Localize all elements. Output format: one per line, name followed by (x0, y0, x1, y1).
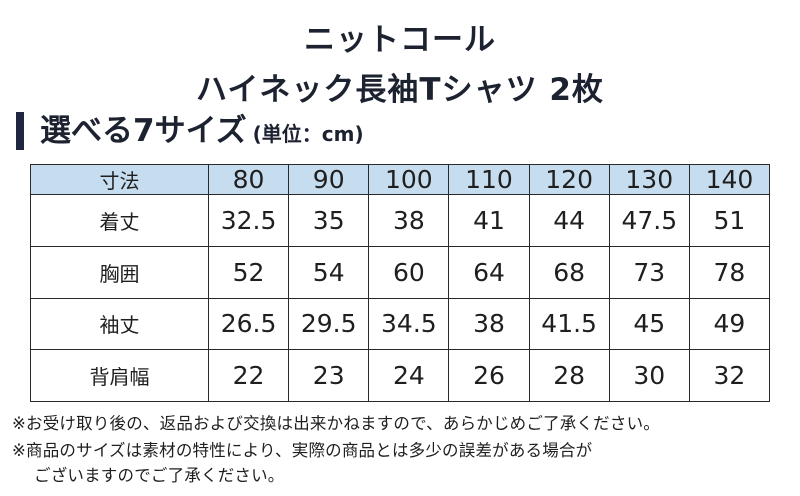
table-cell: 34.5 (368, 297, 450, 351)
table-cell: 45 (608, 297, 690, 351)
section-marker-bar (16, 112, 24, 150)
row-label: 胸囲 (30, 245, 209, 299)
table-cell: 54 (288, 245, 370, 299)
table-cell: 47.5 (608, 194, 690, 247)
table-cell: 78 (688, 245, 771, 299)
size-column-header: 110 (448, 164, 530, 195)
row-label: 着丈 (30, 194, 209, 247)
table-cell: 38 (368, 194, 450, 247)
size-column-header: 130 (608, 164, 690, 195)
size-column-header: 120 (528, 164, 610, 195)
table-row: 着丈 32.5 35 38 41 44 47.5 51 (30, 194, 771, 247)
size-table: 寸法 80 90 100 110 120 130 140 着丈 32.5 35 … (30, 164, 771, 402)
size-column-header: 80 (207, 164, 290, 195)
table-cell: 41.5 (528, 297, 610, 351)
table-cell: 73 (608, 245, 690, 299)
section-heading: 選べる7サイズ (単位：cm) (40, 110, 364, 152)
table-cell: 24 (368, 349, 450, 402)
table-cell: 44 (528, 194, 610, 247)
row-label: 背肩幅 (30, 349, 209, 402)
corner-label: 寸法 (30, 164, 209, 195)
size-header-row: 寸法 80 90 100 110 120 130 140 (30, 164, 771, 195)
row-label: 袖丈 (30, 297, 209, 351)
table-cell: 38 (448, 297, 530, 351)
table-cell: 64 (448, 245, 530, 299)
size-column-header: 90 (288, 164, 370, 195)
table-cell: 49 (688, 297, 771, 351)
product-title: ハイネック長袖Tシャツ 2枚 (196, 72, 604, 108)
table-cell: 32.5 (207, 194, 290, 247)
table-row: 袖丈 26.5 29.5 34.5 38 41.5 45 49 (30, 297, 771, 351)
table-cell: 22 (207, 349, 290, 402)
table-cell: 68 (528, 245, 610, 299)
table-cell: 35 (288, 194, 370, 247)
section-title-text: 選べる7サイズ (40, 113, 247, 149)
table-cell: 60 (368, 245, 450, 299)
table-cell: 28 (528, 349, 610, 402)
table-cell: 52 (207, 245, 290, 299)
size-column-header: 100 (368, 164, 450, 195)
note-size-variance: ※商品のサイズは素材の特性により、実際の商品とは多少の誤差がある場合が (12, 441, 593, 460)
table-row: 背肩幅 22 23 24 26 28 30 32 (30, 349, 771, 402)
table-cell: 26 (448, 349, 530, 402)
table-cell: 29.5 (288, 297, 370, 351)
section-unit-text: (単位：cm) (252, 122, 364, 146)
table-cell: 32 (688, 349, 771, 402)
table-cell: 26.5 (207, 297, 290, 351)
table-cell: 23 (288, 349, 370, 402)
table-cell: 51 (688, 194, 771, 247)
note-size-variance-continued: ございますのでご了承ください。 (34, 466, 285, 485)
table-cell: 30 (608, 349, 690, 402)
size-column-header: 140 (688, 164, 771, 195)
table-row: 胸囲 52 54 60 64 68 73 78 (30, 245, 771, 299)
brand-title: ニットコール (304, 22, 496, 58)
table-cell: 41 (448, 194, 530, 247)
note-returns: ※お受け取り後の、返品および交換は出来かねますので、あらかじめご了承ください。 (12, 414, 660, 433)
